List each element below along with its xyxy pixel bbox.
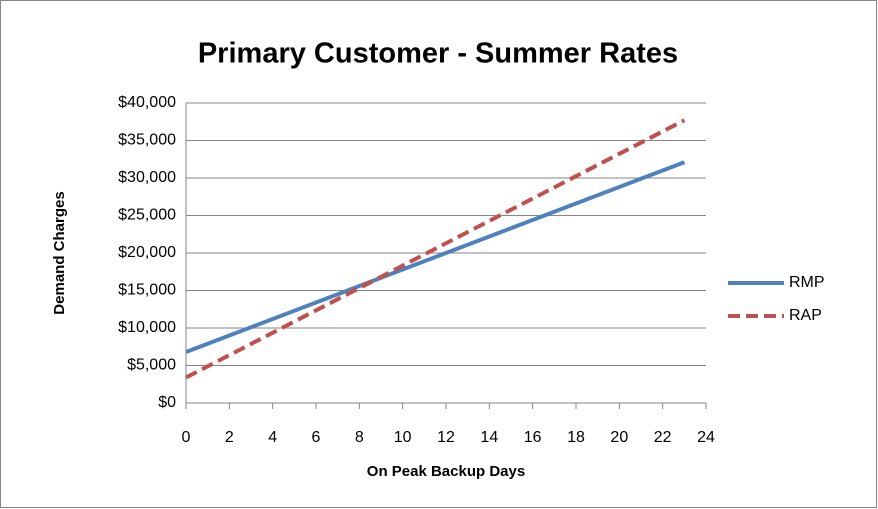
x-tick-label: 4: [268, 429, 277, 446]
legend-label: RAP: [789, 307, 822, 324]
x-tick-label: 22: [654, 429, 672, 446]
x-tick-label: 24: [697, 429, 715, 446]
y-tick-label: $10,000: [118, 319, 176, 336]
y-tick-label: $40,000: [118, 94, 176, 111]
chart-title: Primary Customer - Summer Rates: [198, 38, 678, 70]
x-tick-label: 8: [355, 429, 364, 446]
y-tick-label: $35,000: [118, 132, 176, 149]
x-tick-label: 12: [437, 429, 455, 446]
x-axis-label: On Peak Backup Days: [367, 463, 525, 480]
x-tick-label: 14: [480, 429, 498, 446]
y-tick-label: $25,000: [118, 207, 176, 224]
x-tick-label: 18: [567, 429, 585, 446]
y-tick-label: $5,000: [127, 357, 176, 374]
y-tick-label: $15,000: [118, 282, 176, 299]
x-tick-label: 2: [225, 429, 234, 446]
series-line: [185, 118, 686, 380]
x-tick-label: 6: [312, 429, 321, 446]
x-tick-label: 16: [524, 429, 542, 446]
x-tick-label: 0: [182, 429, 191, 446]
y-axis-label: Demand Charges: [51, 191, 68, 314]
x-tick-label: 20: [610, 429, 628, 446]
y-tick-label: $0: [158, 394, 176, 411]
y-tick-label: $20,000: [118, 244, 176, 261]
legend-label: RMP: [789, 274, 825, 291]
series-line: [185, 160, 686, 354]
y-tick-label: $30,000: [118, 169, 176, 186]
x-tick-label: 10: [394, 429, 412, 446]
